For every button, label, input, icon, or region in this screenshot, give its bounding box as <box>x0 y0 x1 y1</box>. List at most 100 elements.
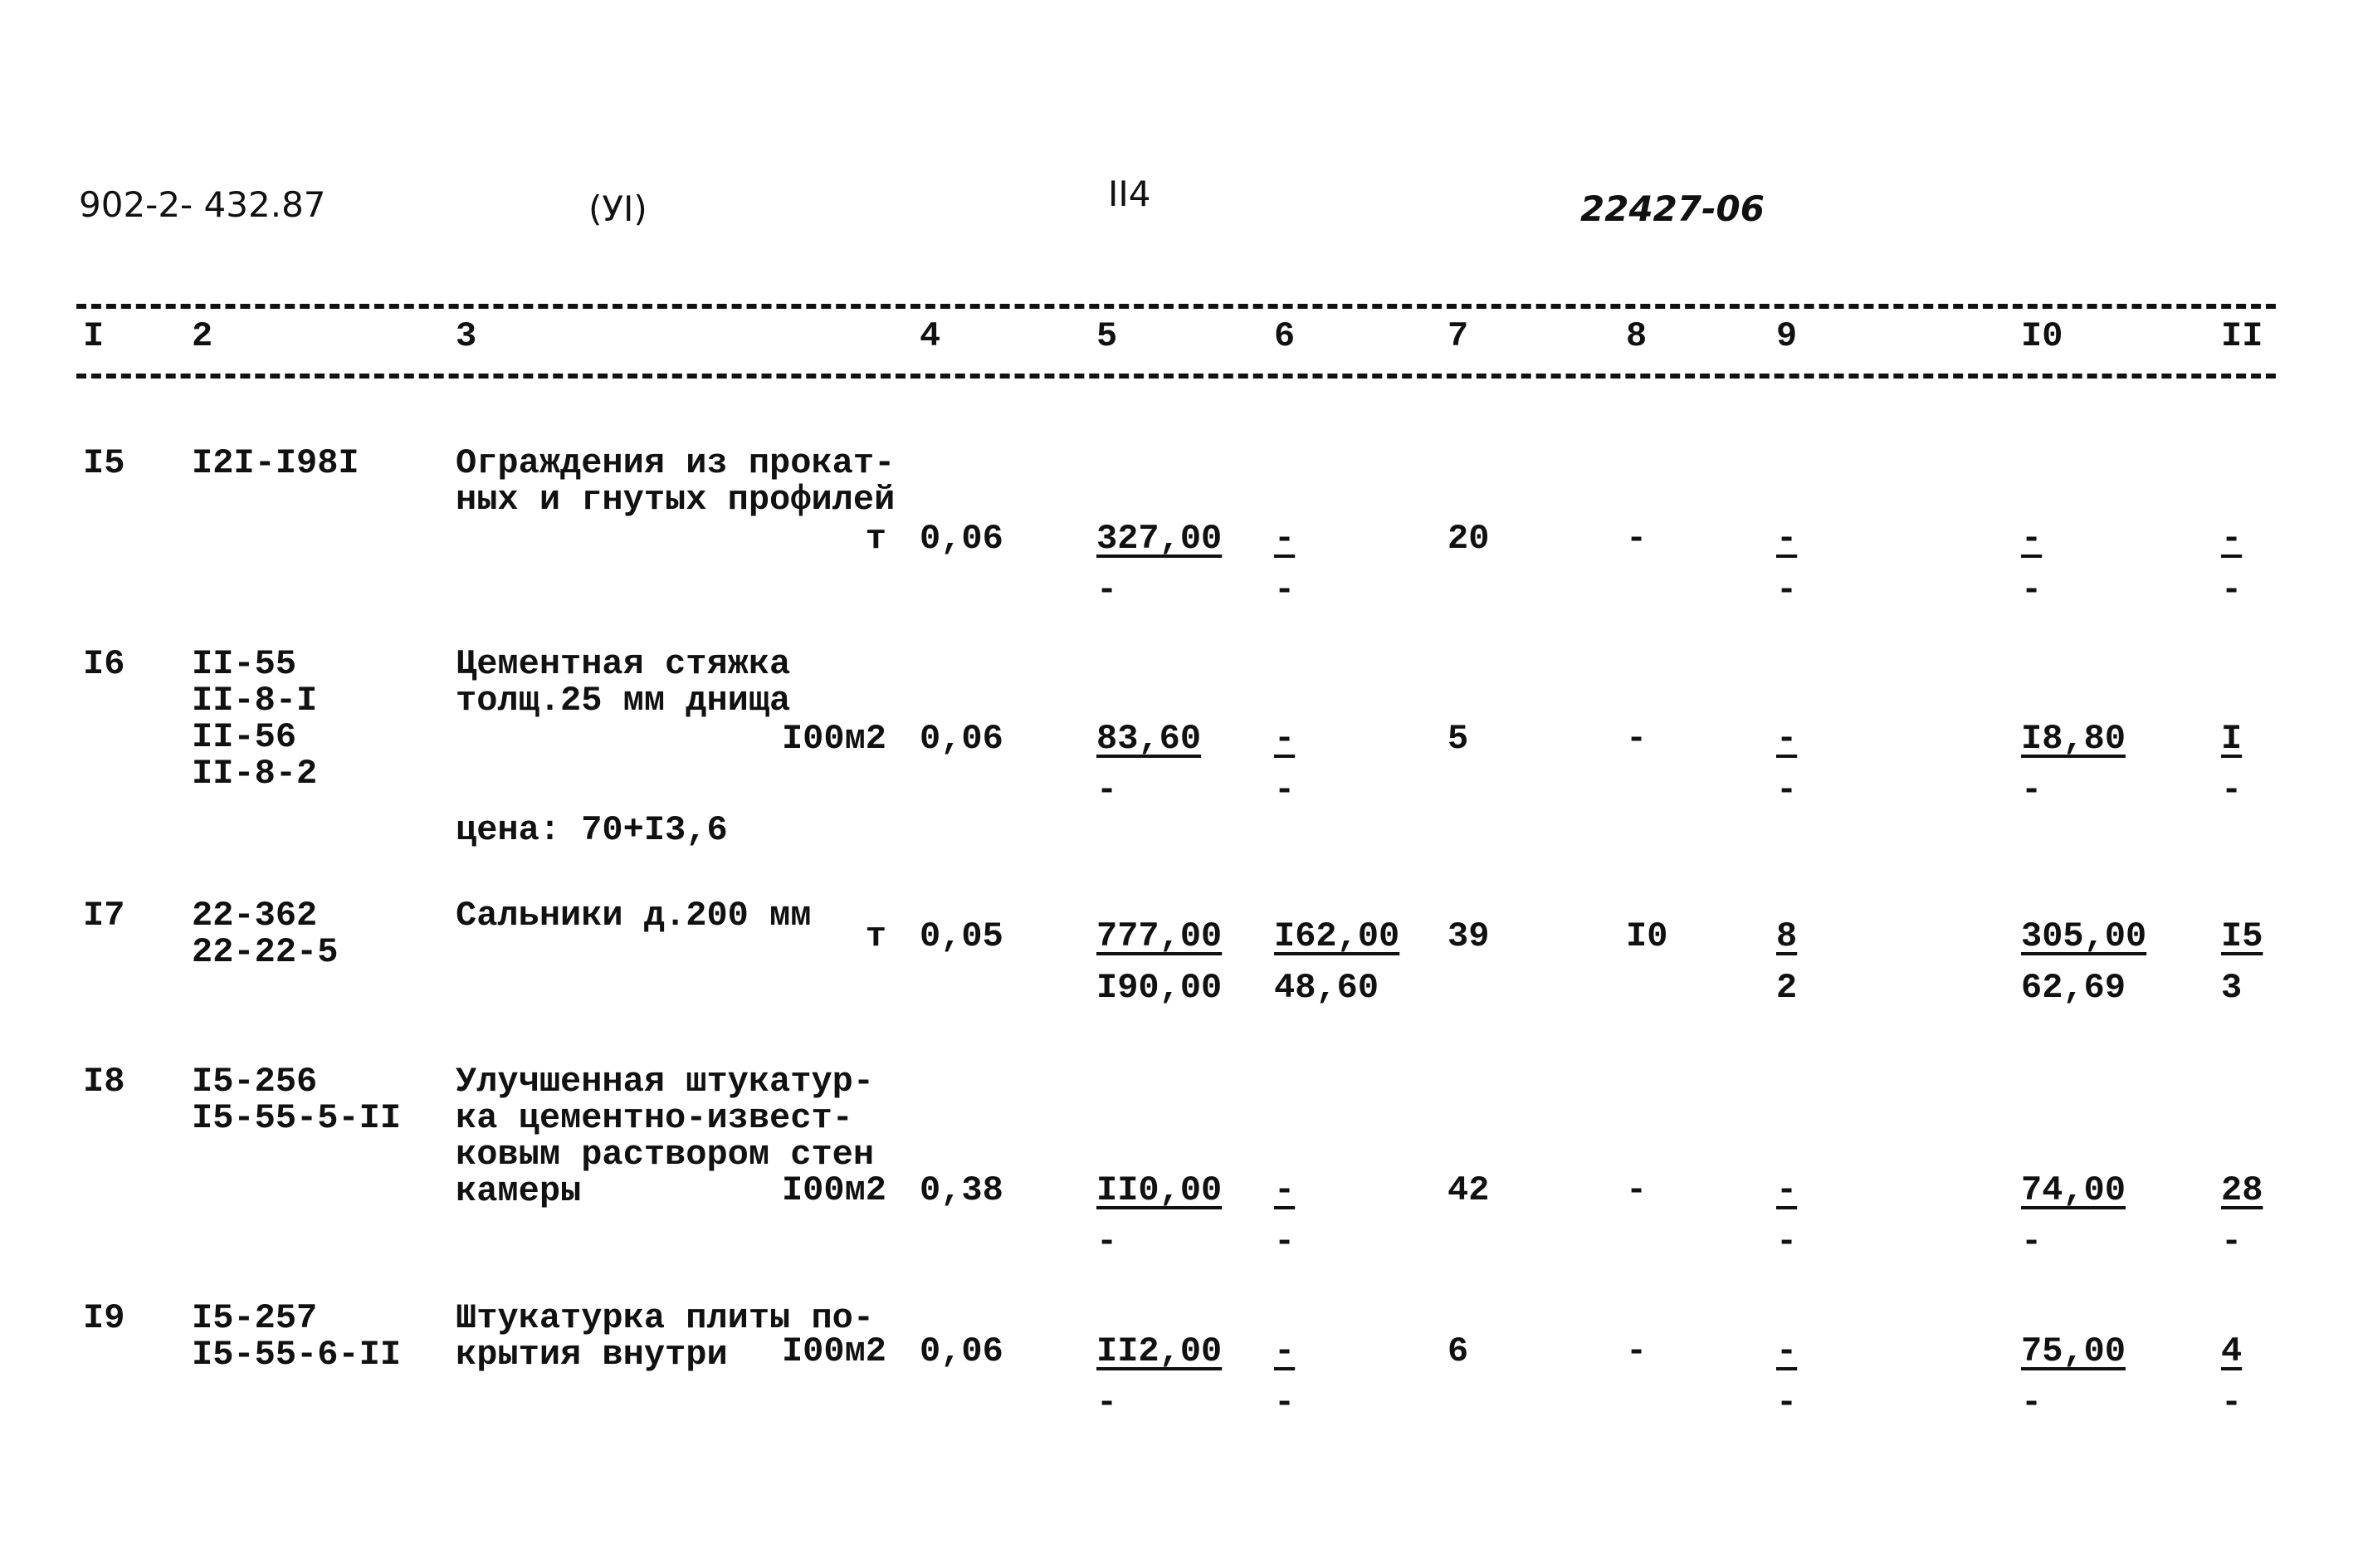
value-c10-bottom: - <box>2021 570 2043 610</box>
value-c5-bottom: - <box>1096 1222 1118 1262</box>
value-c8: - <box>1626 1170 1648 1210</box>
value-c7: 39 <box>1447 916 1490 956</box>
value-c8: - <box>1626 519 1648 559</box>
value-c6-top: - <box>1274 719 1296 759</box>
column-header-2: 2 <box>192 316 213 356</box>
value-c11-bottom: - <box>2221 770 2243 810</box>
work-description: ковым раствором стен <box>456 1135 875 1175</box>
norm-code: I5-256 <box>192 1062 318 1102</box>
value-c9-top: 8 <box>1776 916 1798 956</box>
value-c11-bottom: - <box>2221 570 2243 610</box>
row-number: I9 <box>83 1298 125 1338</box>
value-c8: I0 <box>1626 916 1668 956</box>
quantity: 0,06 <box>920 1331 1003 1371</box>
unit: т <box>865 519 886 559</box>
value-c6-bottom: - <box>1274 1222 1296 1262</box>
work-description: Сальники д.200 мм <box>456 896 812 935</box>
reference-number: 22427-06 <box>1580 188 1765 229</box>
value-c6-bottom: - <box>1274 570 1296 610</box>
section-number: (УI) <box>588 188 647 229</box>
column-header-11: II <box>2221 316 2263 356</box>
row-number: I5 <box>83 443 125 483</box>
unit: т <box>865 916 886 956</box>
value-c9-bottom: - <box>1776 570 1798 610</box>
value-c7: 5 <box>1447 719 1469 759</box>
value-c9-bottom: - <box>1776 1222 1798 1262</box>
value-c5-bottom: - <box>1096 1383 1118 1423</box>
quantity: 0,38 <box>920 1170 1003 1210</box>
column-header-8: 8 <box>1626 316 1648 356</box>
quantity: 0,05 <box>920 916 1003 956</box>
work-description: Цементная стяжка <box>456 644 791 684</box>
norm-code: 22-22-5 <box>192 932 339 972</box>
column-header-4: 4 <box>920 316 941 356</box>
value-c9-top: - <box>1776 1170 1798 1210</box>
value-c6-bottom: 48,60 <box>1274 968 1379 1008</box>
work-description: крытия внутри <box>456 1335 728 1375</box>
value-c6-bottom: - <box>1274 770 1296 810</box>
norm-code: I5-55-5-II <box>192 1098 402 1138</box>
value-c8: - <box>1626 1331 1648 1371</box>
work-description: ных и гнутых профилей <box>456 480 896 520</box>
price-note: цена: 70+I3,6 <box>456 810 728 850</box>
norm-code: II-56 <box>192 717 297 757</box>
quantity: 0,06 <box>920 519 1003 559</box>
value-c5-top: 777,00 <box>1096 916 1223 956</box>
norm-code: 22-362 <box>192 896 318 935</box>
value-c6-bottom: - <box>1274 1383 1296 1423</box>
column-header-9: 9 <box>1776 316 1798 356</box>
header-divider-bottom <box>76 374 2276 379</box>
norm-code: I2I-I98I <box>192 443 359 483</box>
value-c11-top: I <box>2221 719 2243 759</box>
value-c10-bottom: 62,69 <box>2021 968 2126 1008</box>
row-number: I6 <box>83 644 125 684</box>
value-c5-top: 83,60 <box>1096 719 1202 759</box>
value-c10-bottom: - <box>2021 1222 2043 1262</box>
row-number: I7 <box>83 896 125 935</box>
page-number: II4 <box>1108 173 1151 214</box>
value-c7: 42 <box>1447 1170 1490 1210</box>
value-c5-bottom: I90,00 <box>1096 968 1223 1008</box>
work-description: ка цементно-извест- <box>456 1098 853 1138</box>
value-c9-bottom: - <box>1776 770 1798 810</box>
norm-code: II-8-2 <box>192 754 318 794</box>
row-number: I8 <box>83 1062 125 1102</box>
value-c10-top: 75,00 <box>2021 1331 2126 1371</box>
value-c6-top: I62,00 <box>1274 916 1400 956</box>
value-c9-top: - <box>1776 719 1798 759</box>
value-c10-top: 74,00 <box>2021 1170 2126 1210</box>
work-description: Ограждения из прокат- <box>456 443 896 483</box>
column-header-5: 5 <box>1096 316 1118 356</box>
document-code: 902-2- 432.87 <box>79 184 326 225</box>
value-c10-top: - <box>2021 519 2043 559</box>
value-c10-bottom: - <box>2021 1383 2043 1423</box>
norm-code: II-8-I <box>192 681 318 720</box>
column-header-1: I <box>83 316 105 356</box>
value-c10-top: I8,80 <box>2021 719 2126 759</box>
value-c11-top: I5 <box>2221 916 2263 956</box>
value-c11-top: 28 <box>2221 1170 2263 1210</box>
unit: I00м2 <box>781 1170 886 1210</box>
value-c7: 20 <box>1447 519 1490 559</box>
value-c11-bottom: 3 <box>2221 968 2243 1008</box>
norm-code: II-55 <box>192 644 297 684</box>
value-c7: 6 <box>1447 1331 1469 1371</box>
work-description: Улучшенная штукатур- <box>456 1062 875 1102</box>
work-description: толщ.25 мм днища <box>456 681 791 720</box>
header-divider-top <box>76 304 2276 309</box>
unit: I00м2 <box>781 1331 886 1371</box>
value-c5-bottom: - <box>1096 570 1118 610</box>
value-c6-top: - <box>1274 1331 1296 1371</box>
value-c9-bottom: - <box>1776 1383 1798 1423</box>
value-c10-top: 305,00 <box>2021 916 2147 956</box>
value-c10-bottom: - <box>2021 770 2043 810</box>
norm-code: I5-257 <box>192 1298 318 1338</box>
column-header-6: 6 <box>1274 316 1296 356</box>
unit: I00м2 <box>781 719 886 759</box>
value-c9-top: - <box>1776 519 1798 559</box>
value-c6-top: - <box>1274 519 1296 559</box>
column-header-3: 3 <box>456 316 477 356</box>
value-c9-bottom: 2 <box>1776 968 1798 1008</box>
value-c11-top: 4 <box>2221 1331 2243 1371</box>
column-header-7: 7 <box>1447 316 1469 356</box>
